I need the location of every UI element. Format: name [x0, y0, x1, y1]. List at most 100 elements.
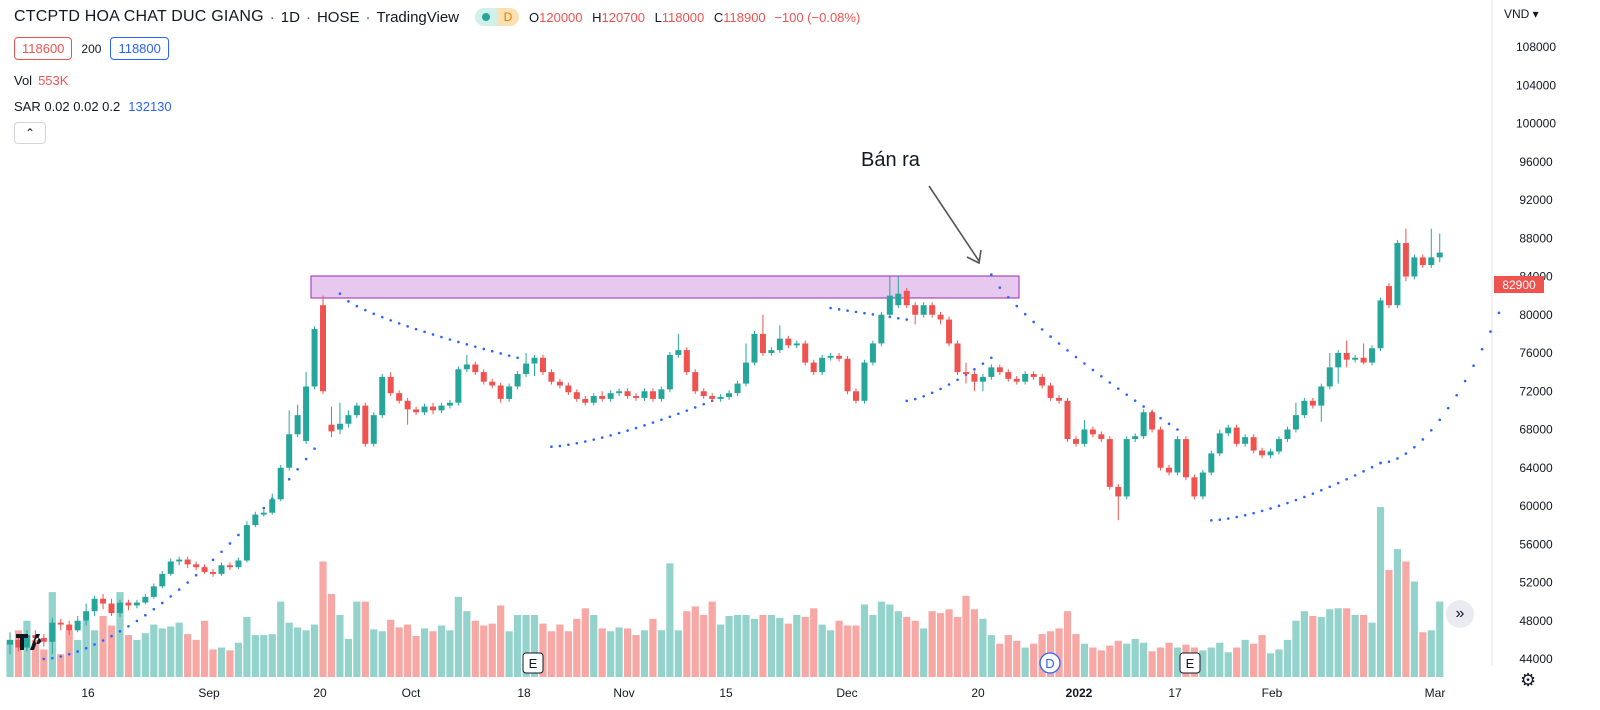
candle — [1436, 233, 1443, 263]
sar-dot — [693, 406, 697, 409]
x-axis[interactable]: 16 Sep 20 Oct 18 Nov 15 Dec 20 2022 17 Feb Mar — [81, 686, 1445, 700]
candle-body — [379, 376, 386, 416]
candle — [1132, 433, 1139, 442]
dividend-marker[interactable]: D — [1039, 652, 1061, 674]
volume-bar — [285, 622, 293, 677]
sar-dot — [1226, 517, 1230, 520]
volume-bar — [251, 635, 259, 677]
candle — [717, 394, 724, 402]
volume-bar — [192, 639, 200, 677]
volume-bar — [14, 630, 23, 677]
volume-bar — [1309, 615, 1317, 677]
candle-body — [74, 620, 81, 631]
volume-bar — [412, 636, 420, 677]
candle — [539, 354, 546, 375]
scroll-to-realtime-button[interactable]: » — [1446, 600, 1474, 628]
sell-annotation-label[interactable]: Bán ra — [861, 149, 921, 171]
candle — [1089, 426, 1096, 438]
candle — [861, 359, 868, 404]
y-tick-label: 48000 — [1519, 614, 1553, 628]
earnings-marker[interactable]: E — [1179, 652, 1201, 674]
y-tick-label: 108000 — [1516, 40, 1556, 54]
sar-dot — [592, 438, 596, 441]
x-tick-label: 20 — [971, 686, 985, 700]
sar-dot — [846, 309, 849, 312]
volume-bar — [564, 631, 572, 677]
sar-dot — [1057, 342, 1061, 345]
sar-dot — [194, 573, 198, 577]
sar-dot — [1370, 465, 1374, 469]
candle — [1343, 340, 1350, 368]
candle — [159, 571, 166, 589]
candle — [1056, 395, 1063, 404]
sar-dot — [499, 352, 502, 355]
candle-body — [269, 499, 276, 513]
candle-body — [480, 372, 487, 382]
candle-body — [1242, 437, 1249, 444]
volume-bar — [175, 622, 183, 677]
sar-dot — [1235, 515, 1238, 519]
volume-bar — [1004, 635, 1012, 677]
candle — [1259, 447, 1266, 459]
volume-bar — [1063, 611, 1072, 677]
candle-body — [946, 319, 953, 344]
y-axis[interactable]: 1080001040001000009600092000880008400080… — [1516, 40, 1556, 666]
sar-dot — [1210, 519, 1213, 522]
volume-indicator-value: 553K — [38, 73, 69, 88]
x-tick-label: Sep — [198, 686, 220, 700]
market-status-badge[interactable]: D — [475, 8, 520, 26]
sell-annotation-arrow[interactable] — [928, 185, 982, 265]
gear-icon[interactable]: ⚙ — [1520, 670, 1537, 690]
buy-price-button[interactable]: 118800 — [110, 37, 169, 60]
volume-bar — [1055, 628, 1063, 677]
volume-indicator-legend[interactable]: Vol 553K — [14, 73, 68, 88]
event-marker-label: D — [1045, 656, 1054, 671]
candle-body — [802, 343, 809, 363]
chevron-up-icon: ⌃ — [24, 126, 36, 140]
volume-bar — [353, 601, 361, 677]
candle-body — [565, 385, 572, 393]
quote-panel: 118600 200 118800 — [14, 37, 169, 60]
interval-label[interactable]: 1D — [280, 8, 300, 26]
volume-bar — [91, 630, 99, 677]
sar-dot — [1125, 393, 1129, 396]
candle — [23, 630, 30, 652]
currency-selector[interactable]: VND ▾ — [1504, 7, 1539, 21]
sar-dot — [1472, 364, 1475, 368]
volume-bar — [640, 630, 649, 677]
collapse-legend-button[interactable]: ⌃ — [14, 122, 46, 144]
candle-body — [1233, 427, 1240, 444]
y-tick-label: 68000 — [1519, 423, 1553, 437]
sar-dot — [1040, 328, 1044, 331]
sar-dot — [956, 378, 959, 382]
candle-body — [1377, 300, 1384, 349]
volume-bar — [1376, 506, 1385, 677]
earnings-marker[interactable]: E — [522, 652, 544, 674]
volume-bar — [928, 611, 936, 677]
volume-bars — [6, 506, 1444, 677]
candle-body — [226, 565, 233, 568]
resistance-zone[interactable] — [310, 275, 1020, 299]
sar-dot — [930, 391, 934, 395]
candle — [57, 618, 64, 631]
candle — [472, 361, 479, 375]
candle — [658, 386, 665, 402]
candle-body — [404, 400, 411, 410]
y-tick-label: 76000 — [1519, 346, 1553, 360]
candle-body — [116, 602, 123, 614]
volume-bar — [184, 634, 192, 677]
volume-bar — [649, 618, 657, 677]
volume-bar — [1165, 642, 1173, 677]
symbol-title[interactable]: CTCPTD HOA CHAT DUC GIANG — [14, 8, 264, 25]
sar-dot — [1311, 492, 1315, 495]
tradingview-logo-icon[interactable] — [12, 630, 48, 659]
candle — [531, 354, 538, 376]
sell-price-button[interactable]: 118600 — [14, 37, 73, 60]
volume-bar — [979, 618, 987, 677]
candle — [108, 598, 115, 616]
candle — [269, 493, 276, 515]
candlesticks[interactable] — [7, 228, 1443, 655]
sar-indicator-legend[interactable]: SAR 0.02 0.02 0.2 132130 — [14, 99, 172, 114]
